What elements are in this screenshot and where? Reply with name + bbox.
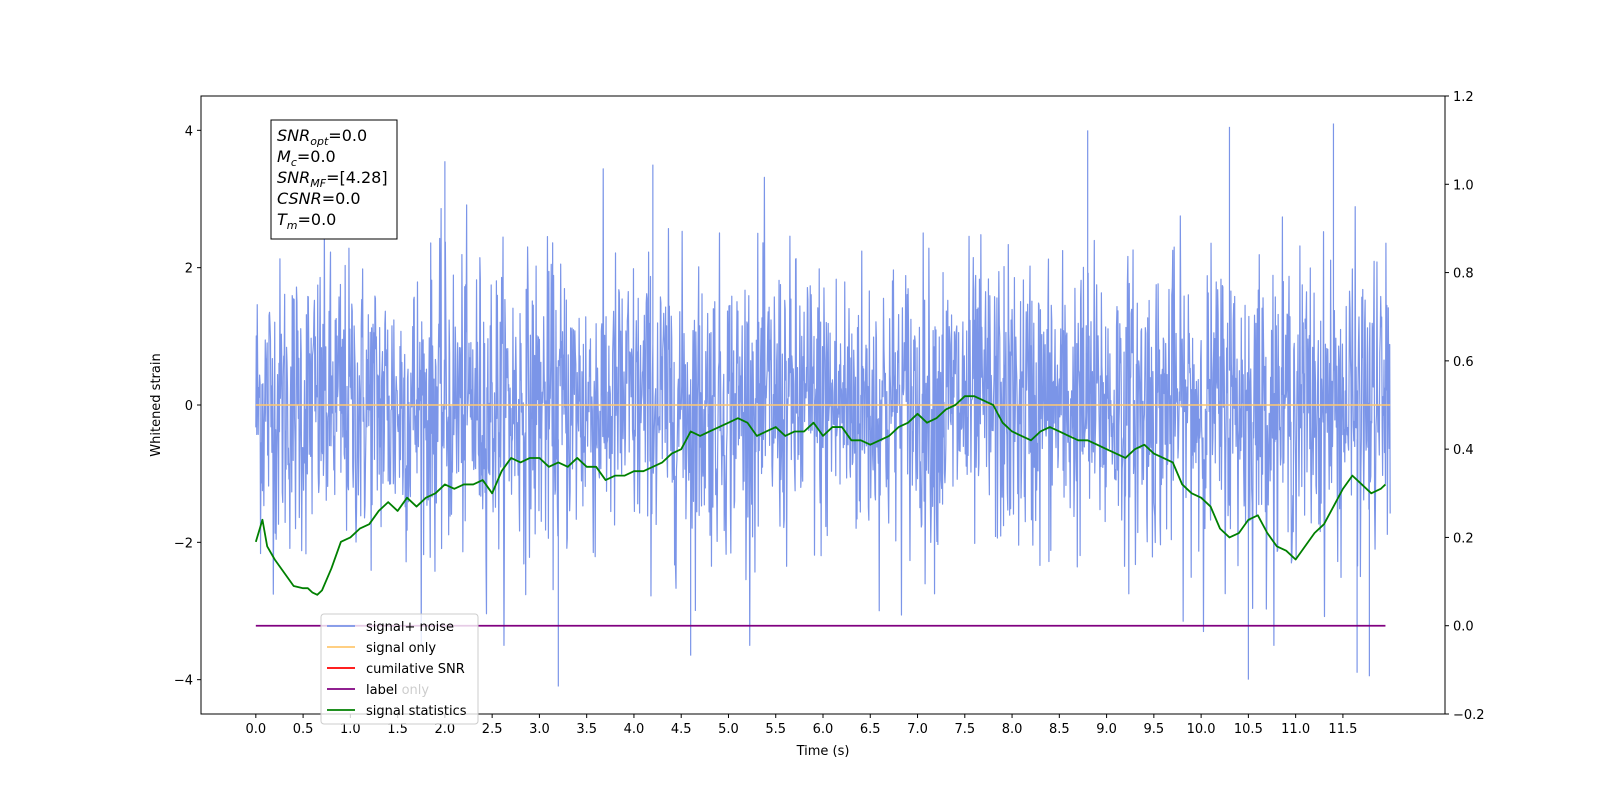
info-line: Tm=0.0 — [277, 210, 336, 232]
x-tick-label: 5.0 — [718, 722, 739, 737]
y-tick-label: −4 — [174, 674, 193, 689]
info-subscript: c — [291, 156, 297, 169]
series-signal-statistics — [254, 395, 1387, 596]
info-subscript: MF — [310, 177, 326, 190]
info-base: SNR — [277, 168, 310, 187]
x-tick-label: 8.0 — [1002, 722, 1023, 737]
y2-tick-label: 1.0 — [1453, 178, 1474, 193]
y2-tick-label: 0.0 — [1453, 620, 1474, 635]
x-tick-label: 4.5 — [671, 722, 692, 737]
x-tick-label: 4.0 — [624, 722, 645, 737]
info-value: =0.0 — [297, 147, 336, 166]
info-base: T — [277, 210, 288, 229]
x-tick-label: 9.5 — [1144, 722, 1165, 737]
y-axis-label: Whitened strain — [149, 353, 164, 456]
x-tick-label: 10.0 — [1187, 722, 1216, 737]
axes: 0.0 0.5 1.0 1.5 2.0 2.5 3.0 3.5 4.0 4.5 5.0 5.5 6.0 6… — [174, 90, 1485, 737]
y-tick-label: −2 — [174, 536, 193, 551]
x-tick-label: 1.0 — [340, 722, 361, 737]
info-line: Mc=0.0 — [277, 147, 336, 169]
x-tick-label: 11.0 — [1281, 722, 1310, 737]
x-tick-label: 1.5 — [387, 722, 408, 737]
series-signal-noise — [255, 123, 1391, 687]
x-tick-label: 7.5 — [954, 722, 975, 737]
info-value: =0.0 — [328, 126, 367, 145]
y2-tick-label: 0.6 — [1453, 355, 1474, 370]
x-tick-label: 7.0 — [907, 722, 928, 737]
info-subscript: m — [287, 219, 298, 232]
y2-tick-label: 1.2 — [1453, 90, 1474, 105]
info-subscript: opt — [310, 135, 329, 148]
info-line: SNRopt=0.0 — [277, 126, 367, 148]
y2-tick-label: −0.2 — [1453, 708, 1485, 723]
info-base: SNR — [277, 126, 310, 145]
legend-label: label — [366, 683, 397, 698]
y2-tick-label: 0.8 — [1453, 267, 1474, 282]
info-base: M — [277, 147, 291, 166]
info-box: SNRopt=0.0Mc=0.0SNRMF=[4.28]CSNR=0.0Tm=0… — [270, 119, 398, 240]
info-value: =[4.28] — [326, 168, 388, 187]
x-tick-label: 9.0 — [1096, 722, 1117, 737]
y2-tick-label: 0.4 — [1453, 443, 1474, 458]
x-tick-label: 3.0 — [529, 722, 550, 737]
x-tick-label: 2.0 — [435, 722, 456, 737]
x-tick-label: 5.5 — [765, 722, 786, 737]
plot-area — [254, 123, 1391, 687]
legend-label: cumilative SNR — [366, 662, 465, 677]
info-value: =0.0 — [322, 189, 361, 208]
y-tick-label: 2 — [185, 262, 193, 277]
x-tick-label: 8.5 — [1049, 722, 1070, 737]
legend-label: signal statistics — [366, 704, 467, 719]
x-tick-label: 10.5 — [1234, 722, 1263, 737]
x-tick-label: 6.5 — [860, 722, 881, 737]
info-line: SNRMF=[4.28] — [277, 168, 388, 190]
legend-label: signal only — [366, 641, 436, 656]
x-tick-label: 0.0 — [245, 722, 266, 737]
y-tick-label: 0 — [185, 399, 193, 414]
info-value: =0.0 — [298, 210, 337, 229]
x-tick-label: 11.5 — [1328, 722, 1357, 737]
x-axis-label: Time (s) — [796, 744, 850, 759]
info-line: CSNR=0.0 — [277, 189, 361, 208]
info-base: CSNR — [277, 189, 322, 208]
x-tick-label: 2.5 — [482, 722, 503, 737]
x-tick-label: 3.5 — [576, 722, 597, 737]
x-tick-label: 6.0 — [813, 722, 834, 737]
y2-tick-label: 0.2 — [1453, 531, 1474, 546]
legend-frame — [320, 613, 479, 725]
y-tick-label: 4 — [185, 124, 193, 139]
x-tick-label: 0.5 — [293, 722, 314, 737]
legend-label: signal+ noise — [366, 620, 454, 635]
info-box-frame — [270, 119, 398, 240]
